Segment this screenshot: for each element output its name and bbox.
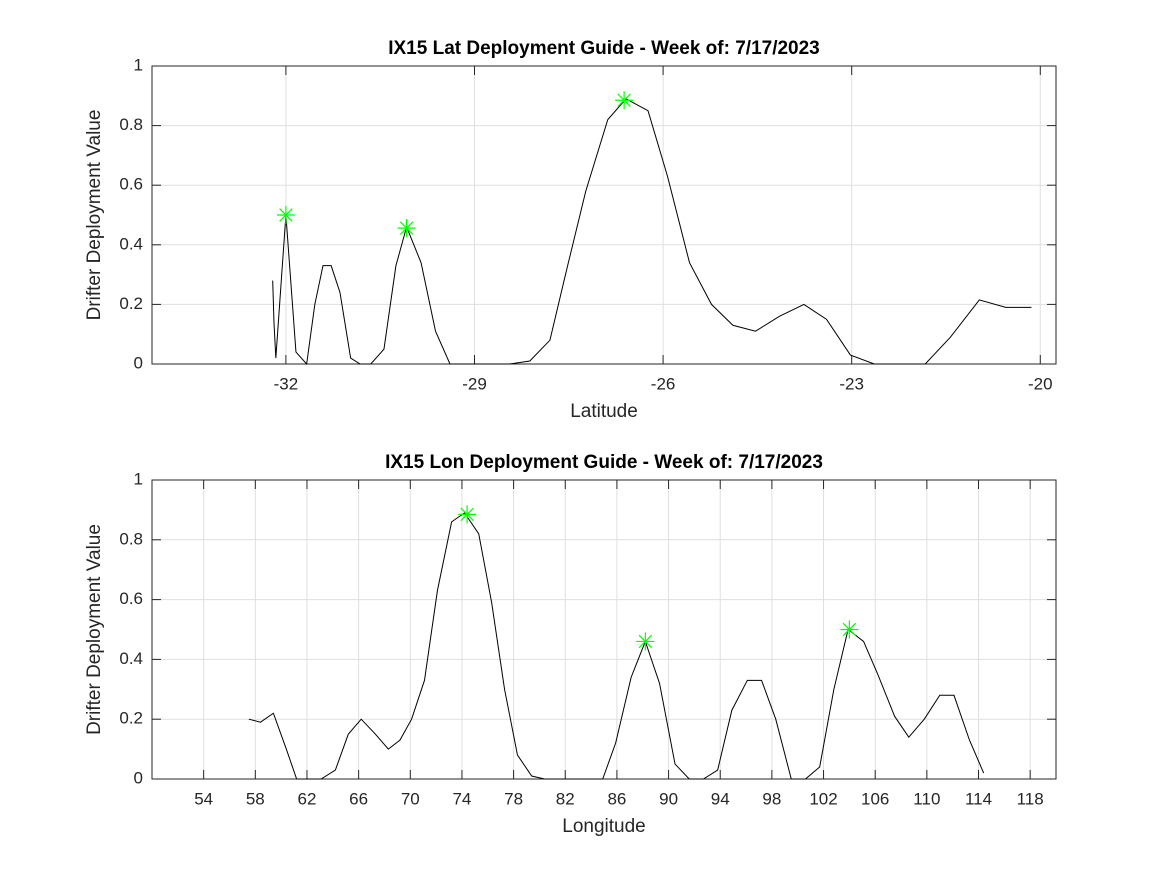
x-tick-label: 110 — [913, 789, 940, 808]
y-tick-label: 0.6 — [119, 589, 143, 608]
data-line — [272, 98, 1032, 366]
chart-title: IX15 Lon Deployment Guide - Week of: 7/1… — [385, 452, 823, 473]
chart-title: IX15 Lat Deployment Guide - Week of: 7/1… — [388, 38, 820, 59]
x-tick-label: -20 — [1028, 374, 1053, 393]
y-tick-label: 0.4 — [119, 649, 143, 668]
x-tick-label: 70 — [401, 789, 420, 808]
peak-marker — [615, 91, 634, 110]
y-tick-label: 0.8 — [119, 529, 143, 548]
x-tick-label: 58 — [246, 789, 265, 808]
marker-stroke — [279, 208, 293, 222]
x-tick-label: 74 — [452, 789, 471, 808]
x-tick-label: 102 — [809, 789, 837, 808]
y-tick-label: 0 — [134, 768, 143, 787]
x-tick-label: -32 — [274, 374, 299, 393]
y-axis-label: Drifter Deployment Value — [84, 524, 105, 735]
x-tick-label: -29 — [462, 374, 487, 393]
x-tick-label: 54 — [194, 789, 213, 808]
x-tick-label: 78 — [504, 789, 523, 808]
peak-marker — [840, 620, 859, 639]
x-tick-label: 106 — [861, 789, 889, 808]
x-tick-label: 98 — [762, 789, 781, 808]
x-axis-label: Longitude — [562, 816, 645, 837]
x-tick-label: 94 — [711, 789, 730, 808]
y-tick-label: 0.6 — [119, 175, 143, 194]
y-axis-label: Drifter Deployment Value — [84, 110, 105, 321]
x-axis-label: Latitude — [570, 401, 638, 422]
peak-marker — [636, 632, 655, 651]
y-tick-label: 0.8 — [119, 115, 143, 134]
marker-stroke — [460, 507, 474, 522]
x-tick-label: 118 — [1017, 789, 1044, 808]
x-tick-label: -26 — [651, 374, 676, 393]
y-tick-label: 0.2 — [119, 294, 143, 313]
x-tick-label: 86 — [607, 789, 626, 808]
x-tick-label: 90 — [659, 789, 678, 808]
plot-area — [152, 66, 1056, 364]
y-tick-label: 0.4 — [119, 234, 143, 253]
x-tick-label: 66 — [349, 789, 368, 808]
x-tick-label: 82 — [556, 789, 575, 808]
axes-box — [151, 65, 1057, 365]
y-tick-label: 1 — [134, 55, 143, 74]
peak-marker — [397, 219, 416, 238]
marker-stroke — [399, 221, 414, 235]
marker-stroke — [842, 622, 857, 637]
x-tick-label: 62 — [298, 789, 317, 808]
plot-area — [152, 480, 1056, 779]
y-tick-label: 1 — [134, 469, 143, 488]
marker-stroke — [638, 634, 653, 649]
peak-marker — [276, 206, 295, 224]
x-tick-label: 114 — [965, 789, 992, 808]
x-tick-label: -23 — [839, 374, 864, 393]
axes-box — [151, 479, 1057, 780]
y-tick-label: 0 — [134, 353, 143, 372]
marker-stroke — [617, 93, 631, 107]
peak-marker — [458, 505, 477, 524]
y-tick-label: 0.2 — [119, 709, 143, 728]
